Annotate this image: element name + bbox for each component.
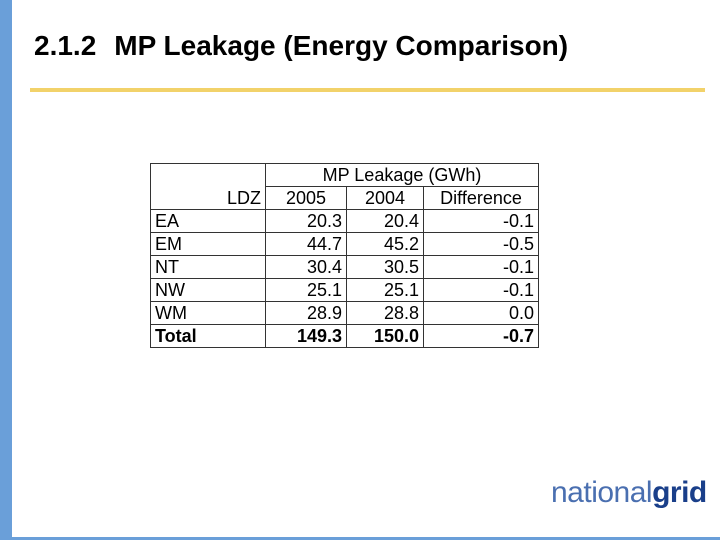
total-2004-cell: 150.0 (346, 324, 424, 348)
logo-text-national: national (551, 476, 653, 509)
value-2005-cell: 28.9 (265, 301, 347, 325)
left-accent-bar (0, 0, 12, 540)
column-header-2004: 2004 (346, 186, 424, 210)
table-row: NW 25.1 25.1 -0.1 (150, 278, 539, 302)
slide-title: 2.1.2 MP Leakage (Energy Comparison) (34, 30, 568, 62)
ldz-cell: EM (150, 232, 266, 256)
column-header-difference: Difference (423, 186, 539, 210)
ldz-cell: EA (150, 209, 266, 233)
leakage-table: LDZ MP Leakage (GWh) 2005 2004 Differenc… (150, 163, 539, 348)
national-grid-logo: nationalgrid (551, 476, 707, 510)
difference-cell: -0.1 (423, 278, 539, 302)
title-underline (30, 88, 705, 92)
difference-cell: -0.1 (423, 209, 539, 233)
value-2005-cell: 30.4 (265, 255, 347, 279)
table-header-row: LDZ MP Leakage (GWh) (150, 163, 539, 210)
leakage-table-container: LDZ MP Leakage (GWh) 2005 2004 Differenc… (150, 163, 539, 348)
bottom-accent-bar (0, 537, 720, 540)
value-2004-cell: 45.2 (346, 232, 424, 256)
value-2004-cell: 25.1 (346, 278, 424, 302)
total-label-cell: Total (150, 324, 266, 348)
column-header-row: 2005 2004 Difference (151, 186, 539, 210)
value-2004-cell: 28.8 (346, 301, 424, 325)
total-row: Total 149.3 150.0 -0.7 (150, 324, 539, 348)
value-2004-cell: 20.4 (346, 209, 424, 233)
row-header-ldz: LDZ (150, 163, 266, 210)
column-header-2005: 2005 (265, 186, 347, 210)
total-2005-cell: 149.3 (265, 324, 347, 348)
logo-text-grid: grid (652, 476, 707, 509)
value-2005-cell: 25.1 (265, 278, 347, 302)
table-row: WM 28.9 28.8 0.0 (150, 301, 539, 325)
slide-number: 2.1.2 (34, 30, 97, 61)
ldz-cell: NW (150, 278, 266, 302)
ldz-cell: WM (150, 301, 266, 325)
value-2005-cell: 20.3 (265, 209, 347, 233)
difference-cell: -0.5 (423, 232, 539, 256)
table-row: EA 20.3 20.4 -0.1 (150, 209, 539, 233)
table-row: NT 30.4 30.5 -0.1 (150, 255, 539, 279)
group-header: MP Leakage (GWh) (265, 163, 539, 187)
value-2004-cell: 30.5 (346, 255, 424, 279)
table-row: EM 44.7 45.2 -0.5 (150, 232, 539, 256)
slide-title-text: MP Leakage (Energy Comparison) (114, 30, 569, 61)
ldz-cell: NT (150, 255, 266, 279)
difference-cell: -0.1 (423, 255, 539, 279)
difference-cell: 0.0 (423, 301, 539, 325)
total-difference-cell: -0.7 (423, 324, 539, 348)
value-2005-cell: 44.7 (265, 232, 347, 256)
